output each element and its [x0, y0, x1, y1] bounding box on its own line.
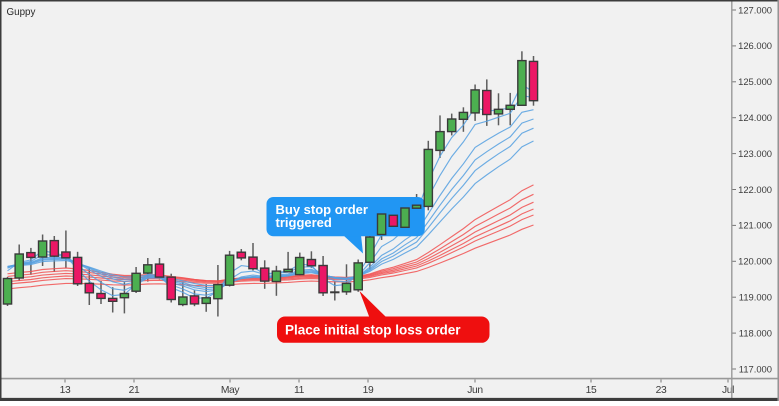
- svg-text:Place initial stop loss order: Place initial stop loss order: [285, 323, 461, 338]
- svg-text:13: 13: [60, 385, 71, 396]
- svg-text:Buy stop order: Buy stop order: [276, 202, 368, 217]
- svg-text:123.000: 123.000: [738, 148, 772, 159]
- svg-text:Jun: Jun: [467, 385, 483, 396]
- svg-text:11: 11: [294, 385, 305, 396]
- svg-text:127.000: 127.000: [738, 4, 772, 15]
- svg-text:124.000: 124.000: [738, 112, 772, 123]
- svg-text:23: 23: [656, 385, 667, 396]
- svg-text:125.000: 125.000: [738, 76, 772, 87]
- svg-text:Jul: Jul: [722, 385, 734, 396]
- svg-text:21: 21: [129, 385, 140, 396]
- svg-text:117.000: 117.000: [739, 363, 772, 374]
- svg-text:May: May: [221, 385, 241, 396]
- svg-text:121.000: 121.000: [738, 220, 772, 231]
- svg-text:15: 15: [586, 385, 597, 396]
- svg-text:Guppy: Guppy: [7, 7, 36, 18]
- svg-text:triggered: triggered: [276, 215, 332, 230]
- svg-text:120.000: 120.000: [738, 256, 772, 267]
- svg-text:122.000: 122.000: [738, 184, 772, 195]
- svg-text:119.000: 119.000: [739, 292, 772, 303]
- svg-text:126.000: 126.000: [738, 40, 772, 51]
- svg-text:19: 19: [363, 385, 374, 396]
- svg-text:118.000: 118.000: [739, 327, 772, 338]
